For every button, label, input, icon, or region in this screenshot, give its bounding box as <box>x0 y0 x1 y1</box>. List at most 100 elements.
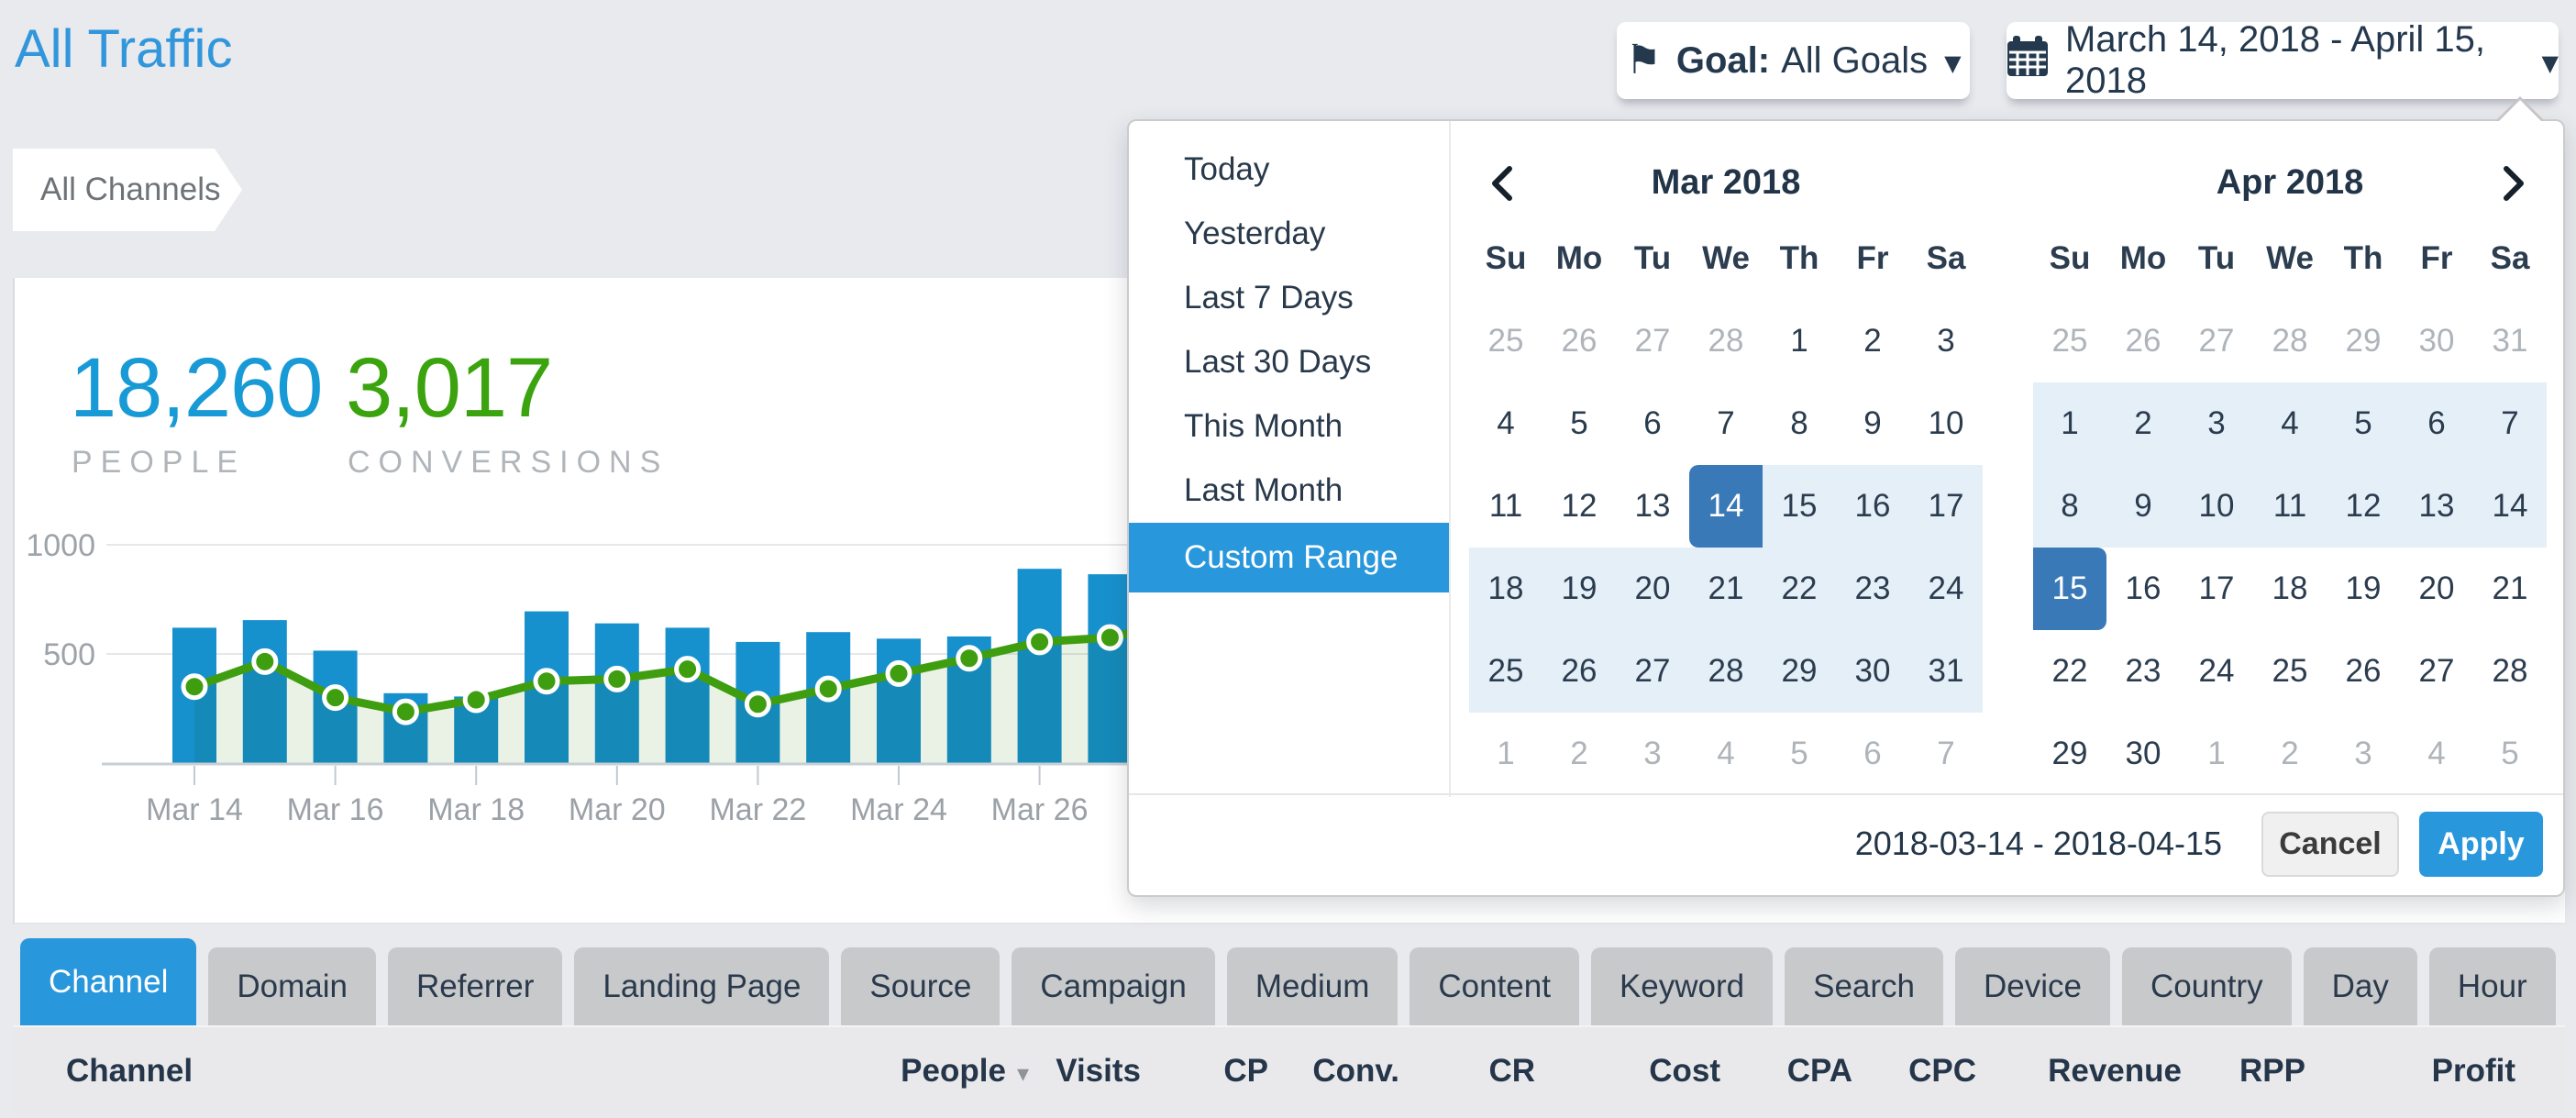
calendar-day[interactable]: 25 <box>1487 323 1524 359</box>
calendar-day[interactable]: 20 <box>2418 570 2455 606</box>
calendar-day[interactable]: 19 <box>2345 570 2382 606</box>
calendar-day[interactable]: 6 <box>2400 382 2473 465</box>
calendar-day[interactable]: 27 <box>2198 323 2235 359</box>
line-marker-mar-19[interactable] <box>533 668 560 695</box>
calendar-day[interactable]: 21 <box>2492 570 2528 606</box>
calendar-day[interactable]: 3 <box>2180 382 2253 465</box>
line-marker-mar-18[interactable] <box>462 686 490 714</box>
calendar-day[interactable]: 13 <box>2400 465 2473 548</box>
calendar-day[interactable]: 3 <box>1937 323 1955 359</box>
calendar-day[interactable]: 31 <box>2492 323 2528 359</box>
tab-referrer[interactable]: Referrer <box>388 947 563 1025</box>
calendar-day[interactable]: 4 <box>1497 405 1515 441</box>
calendar-day[interactable]: 29 <box>2345 323 2382 359</box>
calendar-day[interactable]: 1 <box>1790 323 1808 359</box>
column-header-people[interactable]: People ▾ <box>901 1027 1029 1118</box>
calendar-day[interactable]: 16 <box>2125 570 2161 606</box>
tab-medium[interactable]: Medium <box>1226 947 1399 1025</box>
calendar-day[interactable]: 4 <box>2253 382 2327 465</box>
line-marker-mar-26[interactable] <box>1026 628 1054 656</box>
calendar-day[interactable]: 4 <box>2427 736 2446 771</box>
calendar-day[interactable]: 27 <box>1616 630 1689 713</box>
calendar-day[interactable]: 5 <box>1570 405 1588 441</box>
calendar-day[interactable]: 1 <box>1497 736 1515 771</box>
calendar-day[interactable]: 29 <box>2051 736 2088 771</box>
calendar-day[interactable]: 2 <box>1570 736 1588 771</box>
line-marker-mar-21[interactable] <box>674 656 702 683</box>
calendar-day[interactable]: 26 <box>2125 323 2161 359</box>
preset-today[interactable]: Today <box>1184 151 1270 187</box>
calendar-day[interactable]: 6 <box>1863 736 1882 771</box>
calendar-day[interactable]: 6 <box>1643 405 1662 441</box>
calendar-day[interactable]: 17 <box>2198 570 2235 606</box>
calendar-day[interactable]: 9 <box>2106 465 2180 548</box>
calendar-day[interactable]: 26 <box>1542 630 1616 713</box>
calendar-day[interactable]: 18 <box>2272 570 2308 606</box>
calendar-day[interactable]: 25 <box>1469 630 1542 713</box>
calendar-day[interactable]: 3 <box>2354 736 2372 771</box>
calendar-day[interactable]: 28 <box>2492 653 2528 689</box>
cancel-button[interactable]: Cancel <box>2261 812 2399 877</box>
preset-yesterday[interactable]: Yesterday <box>1184 216 1326 251</box>
next-month-button[interactable] <box>2486 161 2541 205</box>
calendar-day[interactable]: 30 <box>2125 736 2161 771</box>
calendar-day[interactable]: 23 <box>2125 653 2161 689</box>
line-marker-mar-14[interactable] <box>181 673 208 701</box>
preset-last-7-days[interactable]: Last 7 Days <box>1184 280 1354 315</box>
calendar-day[interactable]: 31 <box>1909 630 1983 713</box>
calendar-day[interactable]: 27 <box>2418 653 2455 689</box>
calendar-day[interactable]: 21 <box>1689 548 1763 630</box>
calendar-day[interactable]: 12 <box>2327 465 2400 548</box>
tab-channel[interactable]: Channel <box>20 938 197 1025</box>
calendar-day[interactable]: 28 <box>2272 323 2308 359</box>
calendar-day[interactable]: 3 <box>1643 736 1662 771</box>
calendar-day[interactable]: 22 <box>1763 548 1836 630</box>
tab-country[interactable]: Country <box>2122 947 2292 1025</box>
calendar-day[interactable]: 7 <box>1717 405 1735 441</box>
tab-domain[interactable]: Domain <box>208 947 376 1025</box>
calendar-day[interactable]: 25 <box>2051 323 2088 359</box>
calendar-day[interactable]: 11 <box>1488 488 1523 524</box>
calendar-day[interactable]: 1 <box>2033 382 2106 465</box>
calendar-day[interactable]: 11 <box>2253 465 2327 548</box>
line-marker-mar-17[interactable] <box>392 698 419 725</box>
preset-last-month[interactable]: Last Month <box>1184 472 1343 508</box>
apply-button[interactable]: Apply <box>2419 812 2543 877</box>
calendar-day[interactable]: 7 <box>2473 382 2547 465</box>
calendar-day[interactable]: 15 <box>2033 548 2106 630</box>
calendar-day[interactable]: 30 <box>1836 630 1909 713</box>
calendar-day[interactable]: 26 <box>2345 653 2382 689</box>
calendar-day[interactable]: 24 <box>1909 548 1983 630</box>
calendar-day[interactable]: 10 <box>1928 405 1964 441</box>
calendar-day[interactable]: 2 <box>2106 382 2180 465</box>
tab-device[interactable]: Device <box>1955 947 2111 1025</box>
calendar-day[interactable]: 5 <box>1790 736 1808 771</box>
breadcrumb-all-channels[interactable]: All Channels <box>13 149 242 231</box>
line-marker-mar-23[interactable] <box>814 675 842 703</box>
calendar-day[interactable]: 26 <box>1561 323 1598 359</box>
calendar-day[interactable]: 14 <box>2473 465 2547 548</box>
calendar-day[interactable]: 14 <box>1689 465 1763 548</box>
calendar-day[interactable]: 30 <box>2418 323 2455 359</box>
calendar-day[interactable]: 24 <box>2198 653 2235 689</box>
calendar-day[interactable]: 17 <box>1909 465 1983 548</box>
date-range-button[interactable]: March 14, 2018 - April 15, 2018 ▼ <box>2007 19 2559 101</box>
calendar-day[interactable]: 9 <box>1863 405 1882 441</box>
tab-hour[interactable]: Hour <box>2428 947 2556 1025</box>
tab-search[interactable]: Search <box>1785 947 1944 1025</box>
calendar-day[interactable]: 5 <box>2327 382 2400 465</box>
tab-landing-page[interactable]: Landing Page <box>574 947 830 1025</box>
goal-selector-button[interactable]: ⚑ Goal: All Goals ▼ <box>1617 22 1970 99</box>
calendar-day[interactable]: 5 <box>2501 736 2519 771</box>
line-marker-mar-20[interactable] <box>603 665 631 692</box>
line-marker-mar-15[interactable] <box>251 648 279 675</box>
calendar-day[interactable]: 29 <box>1763 630 1836 713</box>
calendar-day[interactable]: 15 <box>1763 465 1836 548</box>
line-marker-mar-22[interactable] <box>744 691 771 718</box>
line-marker-mar-27[interactable] <box>1096 624 1123 651</box>
calendar-day[interactable]: 18 <box>1469 548 1542 630</box>
calendar-day[interactable]: 28 <box>1708 323 1744 359</box>
line-marker-mar-25[interactable] <box>956 645 983 672</box>
calendar-day[interactable]: 7 <box>1937 736 1955 771</box>
line-marker-mar-16[interactable] <box>322 684 349 712</box>
